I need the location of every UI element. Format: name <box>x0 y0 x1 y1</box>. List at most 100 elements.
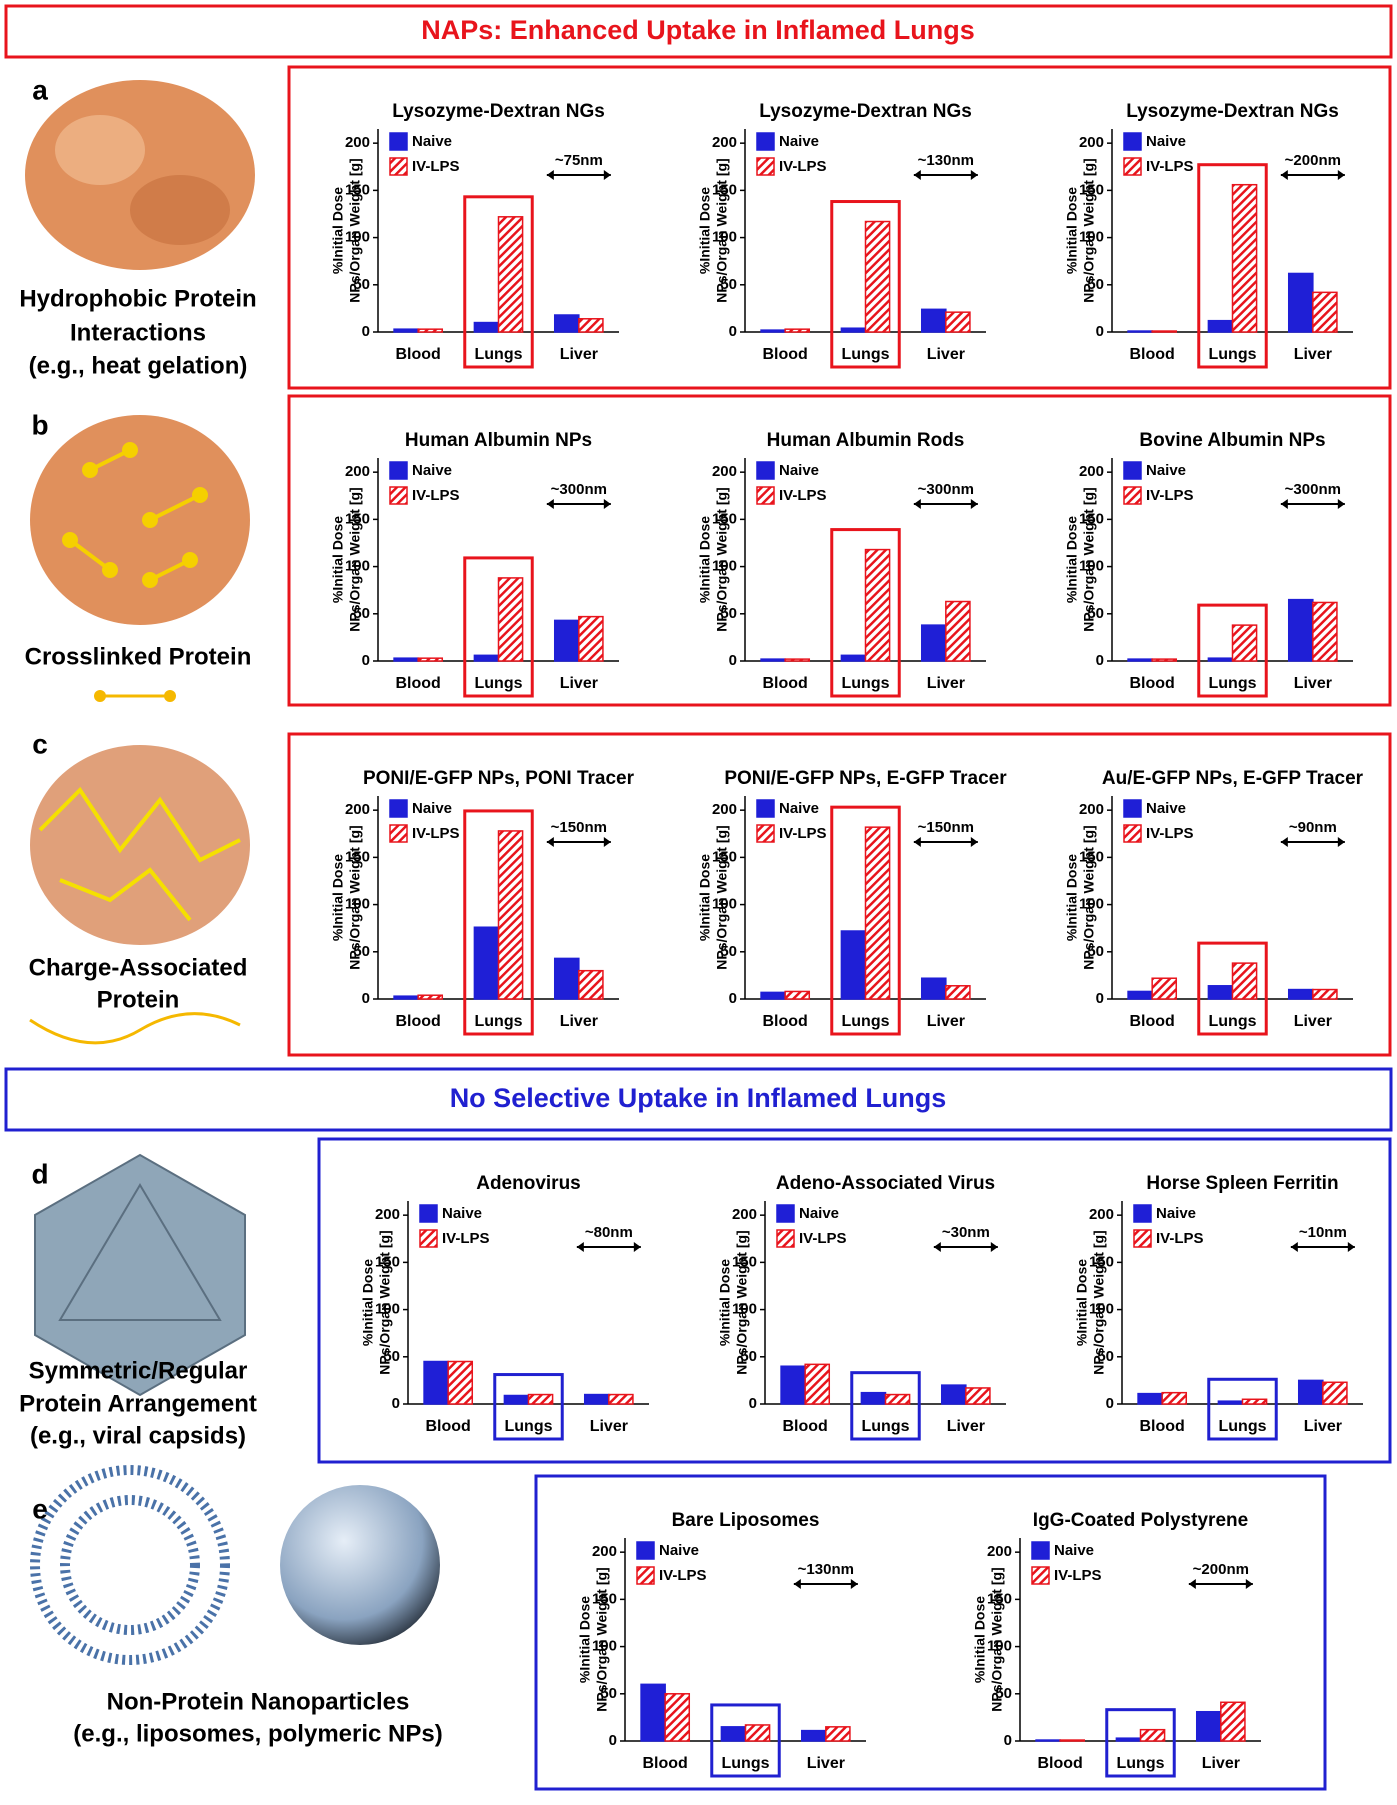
chart: Human Albumin NPs %Initial Dose NPs/Organ … <box>330 430 619 698</box>
size-arrowhead <box>913 170 978 180</box>
bar <box>920 308 947 333</box>
y-tick-label: 50 <box>720 605 737 622</box>
y-tick-label: 50 <box>1087 276 1104 293</box>
legend-label: Naive <box>779 133 819 150</box>
legend-swatch <box>1123 157 1142 176</box>
y-tick-label: 200 <box>345 134 370 151</box>
panel-caption: Charge-Associated <box>29 954 248 981</box>
y-tick-label: 100 <box>712 896 737 913</box>
legend-swatch <box>756 157 775 176</box>
legend-swatch <box>1123 486 1142 505</box>
bar <box>1241 1398 1268 1405</box>
y-axis-label: NPs/Organ Weight [g] <box>1081 158 1097 302</box>
y-tick-label: 200 <box>345 801 370 818</box>
bar <box>1297 1379 1324 1405</box>
size-annotation: ~75nm <box>555 152 603 169</box>
legend-label: Naive <box>412 133 452 150</box>
y-axis-label: %Initial Dose <box>330 854 346 941</box>
panel-caption: Interactions <box>70 319 206 346</box>
bar <box>1115 1737 1142 1742</box>
y-tick-label: 100 <box>712 558 737 575</box>
panel-label: b <box>31 409 48 440</box>
y-axis-label: %Initial Dose <box>1064 187 1080 274</box>
bar <box>1287 988 1314 1000</box>
y-tick-label: 0 <box>362 323 370 340</box>
bar <box>423 1360 449 1405</box>
y-axis-label: %Initial Dose <box>360 1259 376 1346</box>
legend-swatch <box>389 461 408 480</box>
chart: PONI/E-GFP NPs, E-GFP Tracer %Initial Dos… <box>697 768 1007 1036</box>
size-arrowhead <box>576 1242 641 1252</box>
size-arrowhead <box>913 837 978 847</box>
x-tick-label: Liver <box>927 675 965 692</box>
legend-label: IV-LPS <box>412 487 460 504</box>
y-tick-label: 100 <box>1089 1301 1114 1318</box>
bar <box>553 619 580 662</box>
y-axis-label: %Initial Dose <box>1064 854 1080 941</box>
y-tick-label: 200 <box>1079 463 1104 480</box>
highlight-box <box>1105 1708 1176 1778</box>
chart: Lysozyme-Dextran NGs %Initial Dose NPs/Org… <box>330 101 619 369</box>
panel-caption: (e.g., liposomes, polymeric NPs) <box>73 1720 442 1747</box>
y-tick-label: 200 <box>1079 801 1104 818</box>
x-tick-label: Lungs <box>862 1418 910 1435</box>
y-axis-label: NPs/Organ Weight [g] <box>347 825 363 969</box>
bar <box>553 957 580 1000</box>
y-axis-label: %Initial Dose <box>717 1259 733 1346</box>
legend-label: IV-LPS <box>779 825 827 842</box>
y-tick-label: 200 <box>1089 1206 1114 1223</box>
panel-caption: Non-Protein Nanoparticles <box>107 1688 410 1715</box>
y-tick-label: 50 <box>353 605 370 622</box>
bar <box>965 1387 991 1405</box>
protein-illustration <box>25 80 255 270</box>
chart-title: IgG-Coated Polystyrene <box>1033 1510 1248 1531</box>
bar <box>780 1365 806 1405</box>
bar <box>864 548 891 662</box>
x-tick-label: Liver <box>560 346 598 363</box>
y-tick-label: 150 <box>1079 848 1104 865</box>
y-tick-label: 100 <box>1079 229 1104 246</box>
size-annotation: ~150nm <box>551 819 607 836</box>
bar <box>945 600 971 662</box>
y-axis-label: %Initial Dose <box>972 1596 988 1683</box>
legend-label: Naive <box>412 462 452 479</box>
size-arrowhead <box>913 499 978 509</box>
bar <box>1207 319 1234 333</box>
y-tick-label: 150 <box>987 1590 1012 1607</box>
bar <box>473 321 500 333</box>
x-tick-label: Blood <box>396 346 441 363</box>
y-tick-label: 100 <box>1079 896 1104 913</box>
size-arrowhead <box>1290 1242 1355 1252</box>
panel-caption: (e.g., viral capsids) <box>30 1422 246 1449</box>
y-tick-label: 50 <box>740 1348 757 1365</box>
legend-label: Naive <box>779 462 819 479</box>
size-annotation: ~200nm <box>1285 152 1341 169</box>
x-tick-label: Lungs <box>842 1013 890 1030</box>
bar <box>1322 1381 1348 1405</box>
x-tick-label: Liver <box>590 1418 628 1435</box>
x-tick-label: Blood <box>783 1418 828 1435</box>
x-tick-label: Blood <box>1130 346 1175 363</box>
chart: Bare Liposomes %Initial Dose NPs/Organ Wei… <box>577 1510 866 1778</box>
bar <box>1231 183 1258 333</box>
x-tick-label: Blood <box>643 1755 688 1772</box>
y-tick-label: 100 <box>732 1301 757 1318</box>
highlight-box <box>830 528 901 698</box>
legend-swatch <box>1133 1229 1152 1248</box>
legend-swatch <box>776 1229 795 1248</box>
legend-label: Naive <box>412 800 452 817</box>
y-tick-label: 150 <box>1089 1253 1114 1270</box>
y-tick-label: 200 <box>712 801 737 818</box>
y-tick-label: 150 <box>345 181 370 198</box>
y-tick-label: 150 <box>592 1590 617 1607</box>
legend-label: Naive <box>799 1205 839 1222</box>
legend-label: Naive <box>1146 133 1186 150</box>
bar <box>497 216 524 333</box>
size-annotation: ~200nm <box>1193 1561 1249 1578</box>
panel-label: e <box>32 1493 48 1524</box>
y-axis-label: %Initial Dose <box>330 516 346 603</box>
chart-title: Bare Liposomes <box>672 1510 820 1531</box>
panel-caption: Protein <box>97 986 180 1013</box>
x-tick-label: Lungs <box>1209 1013 1257 1030</box>
bar <box>860 1391 887 1405</box>
